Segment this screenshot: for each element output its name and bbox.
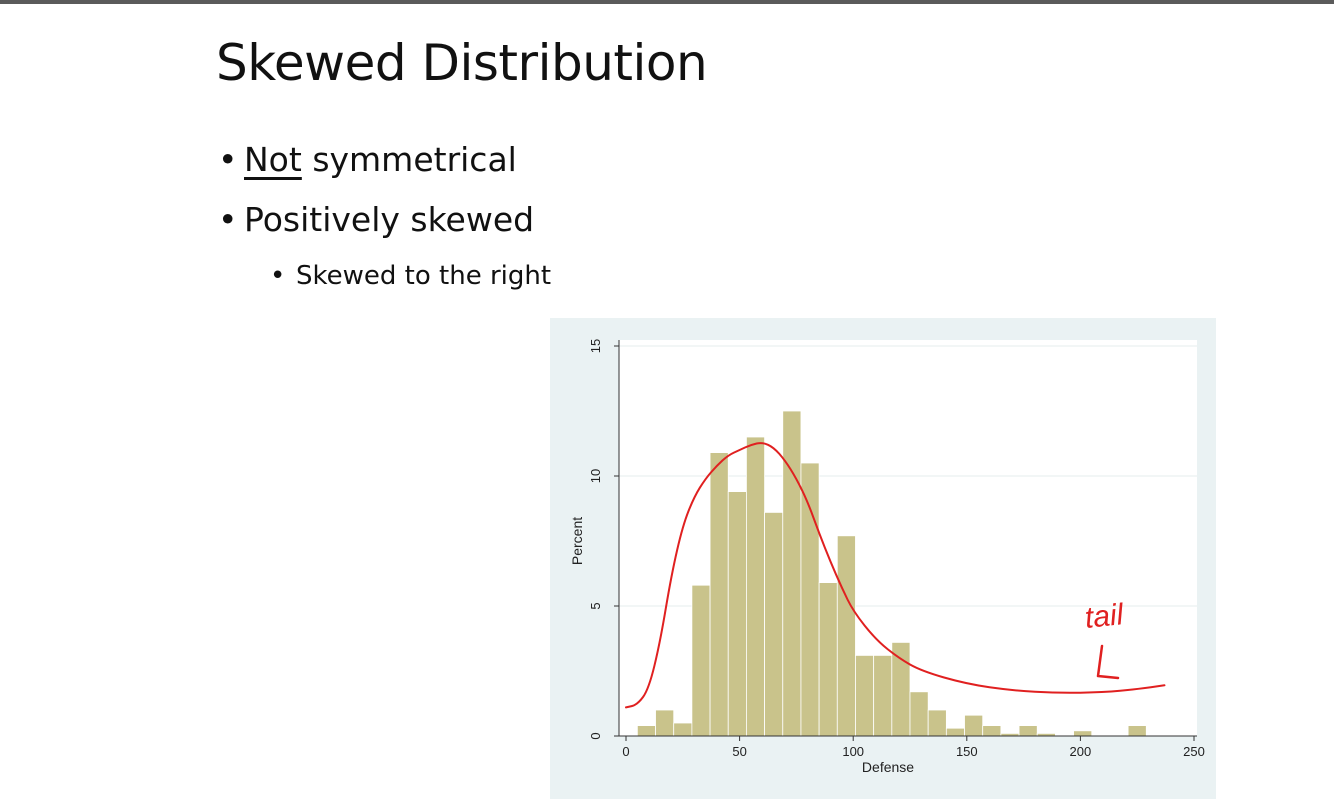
y-tick-label-10: 10 [588, 469, 603, 483]
skew-curve-annotation [625, 442, 1166, 709]
histogram-bar-24 [1127, 725, 1147, 737]
histogram-bar-21 [1018, 725, 1038, 737]
histogram-bar-11 [836, 535, 856, 737]
histogram-bar-6 [746, 436, 765, 737]
x-tick-label-0: 0 [622, 744, 629, 759]
bullet-not-symmetrical: Not symmetrical [218, 140, 551, 180]
bullet-rest-text: symmetrical [301, 140, 517, 179]
histogram-bar-9 [800, 462, 820, 737]
x-tick-label-50: 50 [732, 744, 746, 759]
slide-title: Skewed Distribution [216, 34, 708, 92]
histogram-bar-15 [909, 691, 929, 737]
y-tick-label-15: 15 [588, 339, 603, 353]
tail-annotation-text: tail [1083, 598, 1126, 635]
y-tick-label-5: 5 [588, 602, 603, 609]
top-rule [0, 0, 1334, 4]
x-tick-label-100: 100 [842, 744, 864, 759]
histogram-bar-3 [691, 584, 711, 737]
histogram-bar-12 [855, 654, 875, 737]
histogram-bar-0 [636, 725, 656, 737]
chart-area: 0 5 10 15 0 50 100 150 200 250 Defense Percent tail [550, 318, 1216, 799]
bullet-list: Not symmetrical Positively skewed Skewed… [218, 140, 551, 292]
sub-bullet-skewed-right: Skewed to the right [218, 260, 551, 292]
x-tick-label-250: 250 [1183, 744, 1205, 759]
histogram-bar-10 [818, 582, 838, 737]
histogram-bar-14 [891, 641, 911, 737]
histogram-bar-1 [655, 709, 675, 737]
histogram-bar-13 [873, 654, 893, 737]
x-axis-title: Defense [862, 759, 914, 775]
x-tick-label-150: 150 [956, 744, 978, 759]
x-tick-label-200: 200 [1070, 744, 1092, 759]
histogram-bar-8 [782, 410, 802, 737]
histogram-bar-17 [945, 727, 965, 737]
histogram-bar-16 [927, 709, 947, 737]
tail-arrow-icon [1096, 644, 1120, 680]
histogram-bar-23 [1073, 730, 1093, 737]
y-tick-label-0: 0 [588, 732, 603, 739]
histogram-bar-2 [673, 722, 693, 737]
histogram-bar-4 [709, 452, 729, 737]
histogram-bar-18 [964, 714, 984, 737]
bullet-positively-skewed: Positively skewed [218, 200, 551, 240]
bullet-underlined-word: Not [244, 140, 302, 179]
histogram-bar-5 [727, 491, 747, 737]
histogram-bar-19 [982, 725, 1002, 737]
y-axis-title: Percent [569, 517, 585, 565]
histogram-bar-7 [764, 511, 784, 737]
